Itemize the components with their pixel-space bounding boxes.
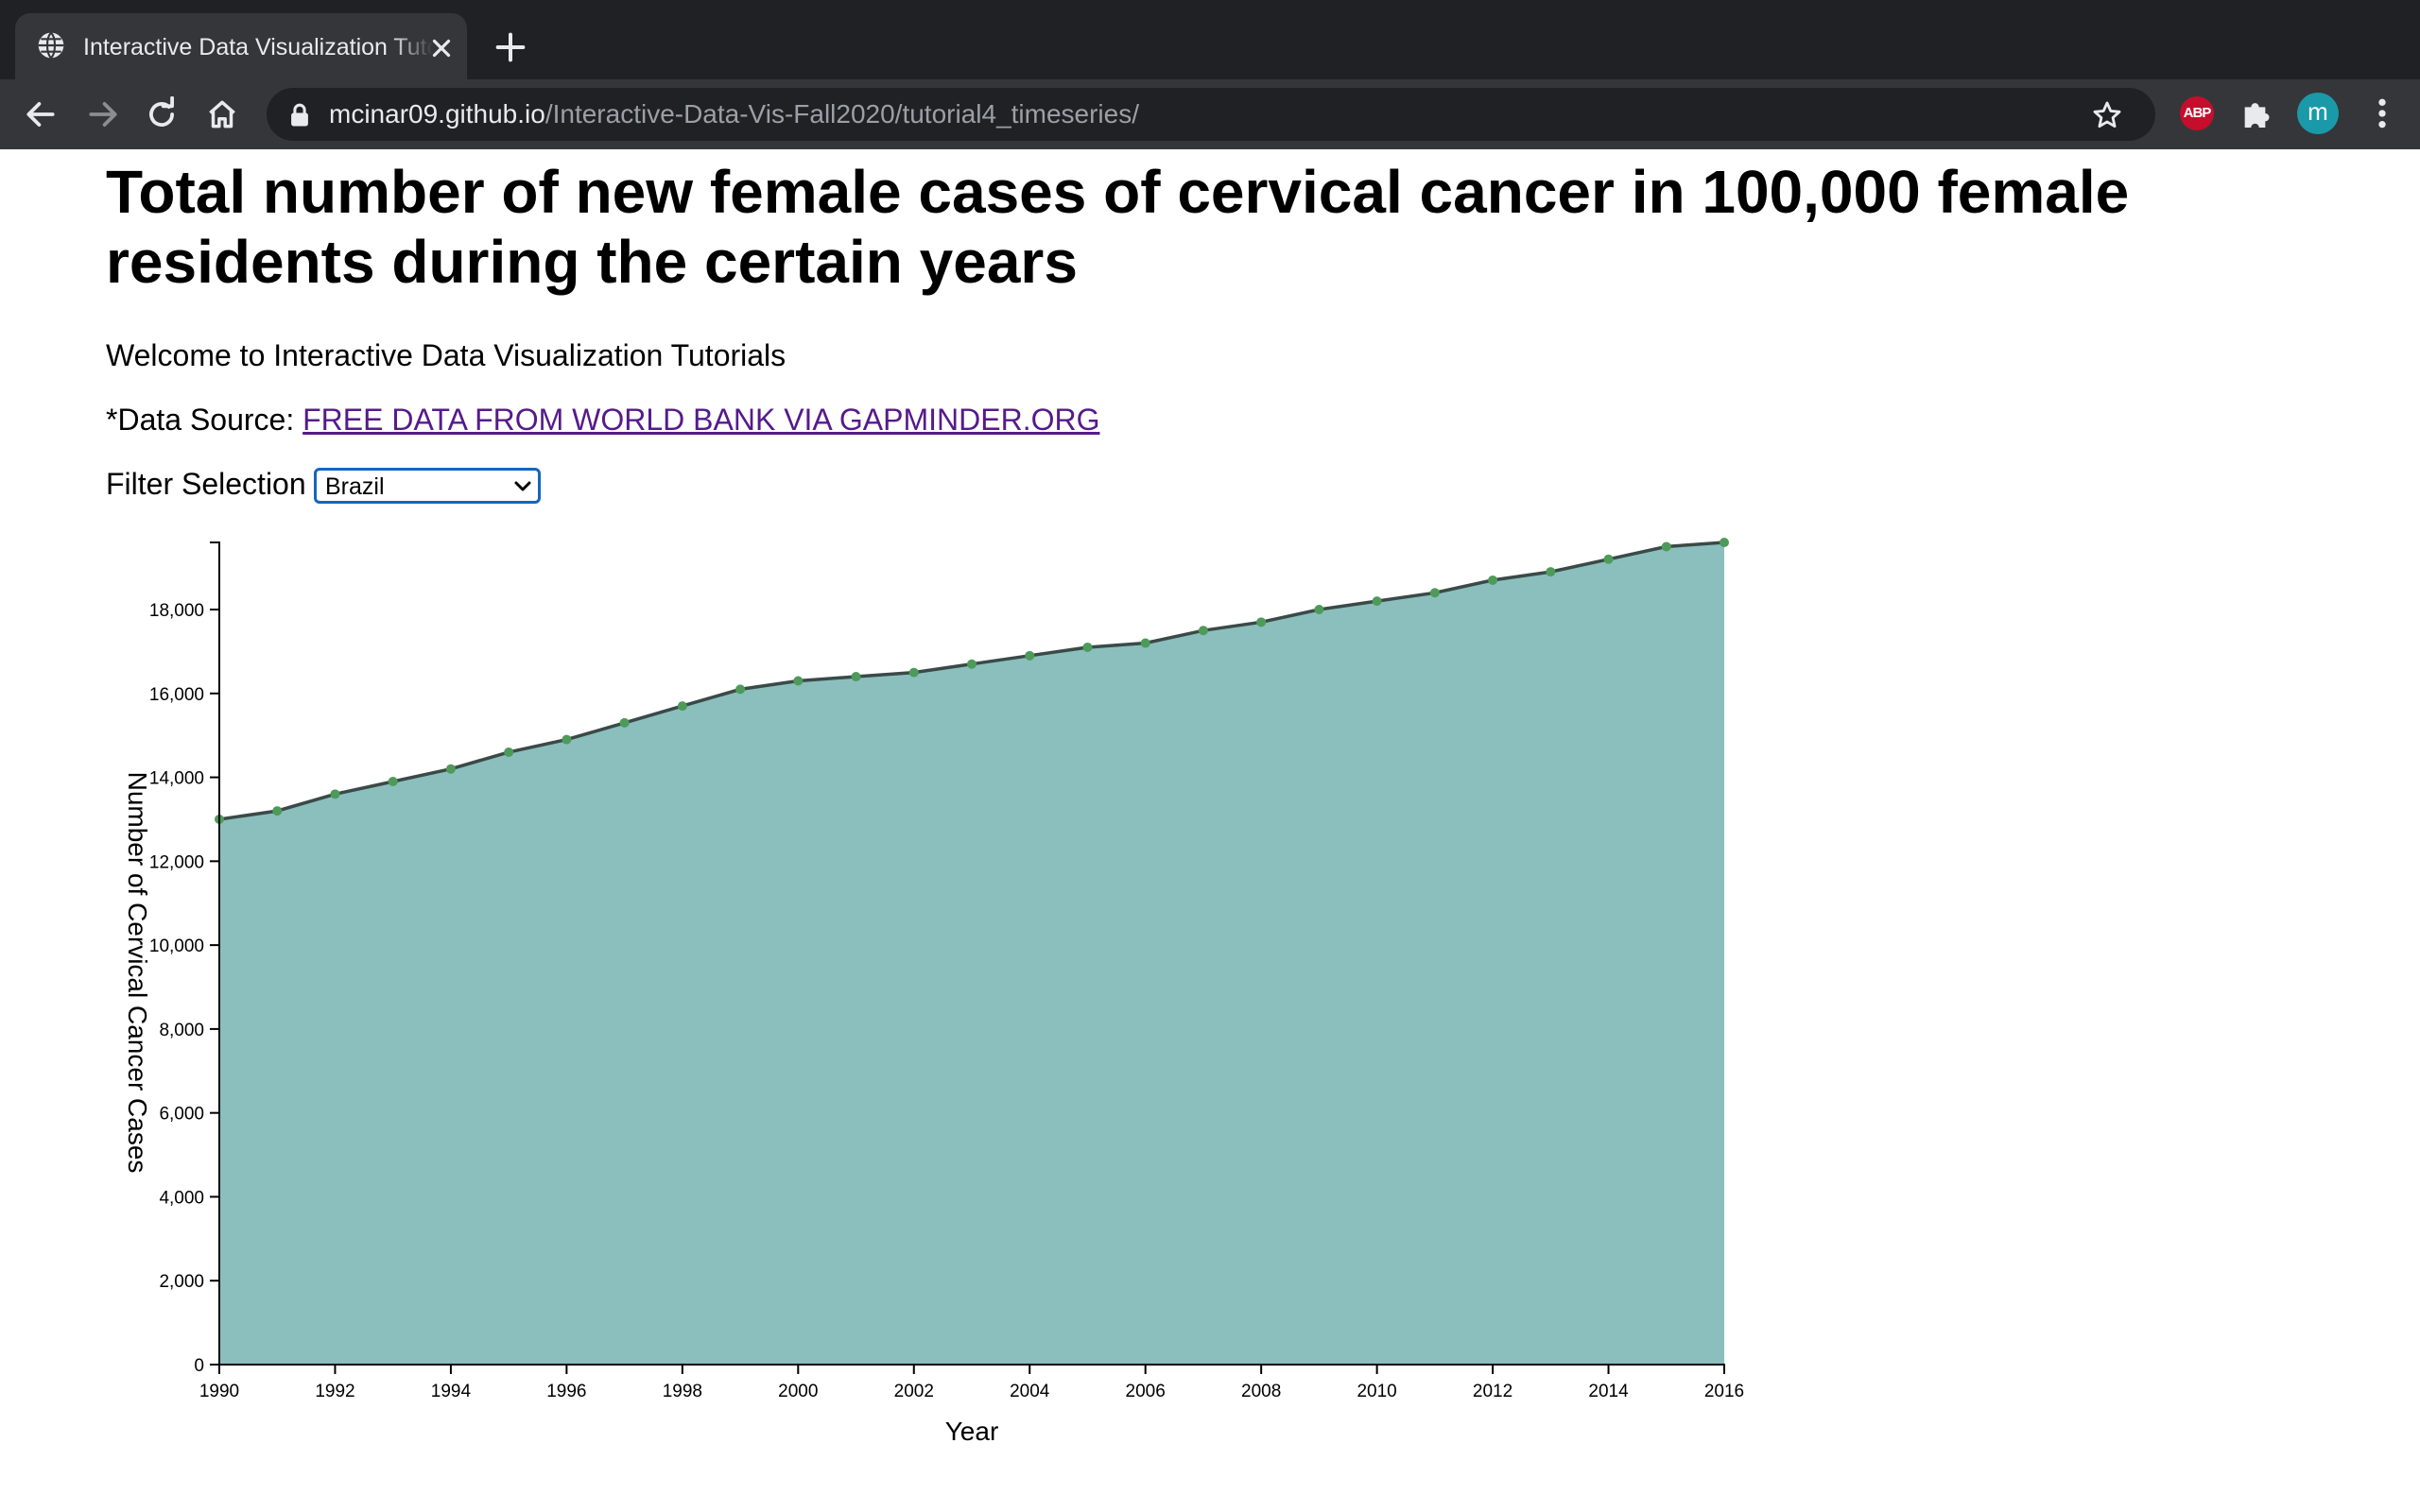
more-vert-icon[interactable] [2363, 94, 2401, 132]
globe-icon [38, 31, 64, 60]
data-point [504, 747, 514, 757]
x-tick-label: 2004 [1010, 1382, 1050, 1401]
data-source-label: *Data Source: [106, 403, 303, 437]
forward-arrow-icon[interactable] [85, 96, 121, 132]
reload-icon[interactable] [144, 96, 180, 132]
data-point [908, 667, 919, 678]
x-tick-label: 2010 [1357, 1382, 1396, 1401]
country-select[interactable]: Brazil [314, 468, 541, 504]
y-tick-label: 10,000 [149, 936, 204, 956]
url-host: mcinar09.github.io [329, 99, 545, 129]
y-axis-line [210, 541, 220, 1366]
x-tick-label: 2012 [1473, 1382, 1512, 1401]
chevron-down-icon [514, 481, 531, 491]
data-point [1256, 617, 1267, 627]
welcome-text: Welcome to Interactive Data Visualizatio… [106, 338, 786, 372]
y-tick-label: 8,000 [159, 1021, 204, 1040]
data-point [967, 659, 977, 669]
x-tick-label: 1996 [546, 1382, 586, 1401]
data-point [1314, 605, 1324, 615]
address-bar[interactable]: mcinar09.github.io/Interactive-Data-Vis-… [267, 88, 2155, 141]
x-axis-title: Year [945, 1417, 999, 1446]
browser-tab-active[interactable]: Interactive Data Visualization Tutorials [15, 13, 467, 79]
x-tick-label: 2006 [1126, 1382, 1166, 1401]
lock-icon[interactable] [287, 102, 312, 129]
x-tick-label: 1998 [663, 1382, 702, 1401]
plus-icon[interactable] [492, 28, 529, 66]
adblock-extension-icon[interactable]: ABP [2180, 96, 2214, 130]
data-point [1372, 596, 1382, 607]
data-point [1603, 554, 1614, 564]
x-tick-label: 2014 [1588, 1382, 1629, 1401]
data-point [619, 717, 630, 728]
data-point [1720, 538, 1729, 547]
x-axis-line [218, 1364, 1725, 1374]
data-point [388, 777, 398, 787]
y-axis-title: Number of Cervical Cancer Cases [123, 772, 152, 1174]
y-tick-label: 6,000 [159, 1105, 204, 1125]
data-point [1429, 588, 1440, 598]
data-point [1661, 541, 1671, 552]
y-tick-label: 14,000 [149, 769, 204, 789]
close-icon[interactable] [427, 34, 456, 62]
data-point [793, 676, 804, 686]
x-tick-label: 2002 [894, 1382, 934, 1401]
area-fill [219, 542, 1724, 1365]
url-path: /Interactive-Data-Vis-Fall2020/tutorial4… [544, 99, 1140, 129]
y-tick-label: 16,000 [149, 685, 204, 705]
x-tick-label: 2000 [778, 1382, 818, 1401]
puzzle-icon[interactable] [2238, 94, 2276, 132]
country-select-value: Brazil [325, 473, 385, 500]
tab-title: Interactive Data Visualization Tutorials [83, 34, 433, 60]
data-point [1082, 642, 1093, 652]
x-axis: 1990 1992 1994 1996 1998 2000 2002 2004 2006 2008… [199, 1364, 1744, 1401]
home-icon[interactable] [204, 96, 240, 132]
y-tick-label: 4,000 [159, 1188, 204, 1208]
data-point [1025, 650, 1035, 661]
y-tick-label: 18,000 [149, 601, 204, 621]
y-tick-label: 0 [194, 1356, 204, 1376]
star-icon[interactable] [2091, 99, 2123, 131]
data-point [735, 684, 746, 695]
x-tick-label: 2016 [1704, 1382, 1744, 1401]
area-chart: 0 2,000 4,000 6,000 8,000 10,000 12,000 14,000 1… [123, 538, 1744, 1446]
points-layer [215, 538, 1729, 824]
data-point [1140, 638, 1150, 648]
filter-label: Filter Selection [106, 467, 306, 501]
x-tick-label: 1990 [199, 1382, 239, 1401]
url-text[interactable]: mcinar09.github.io/Interactive-Data-Vis-… [329, 88, 1139, 141]
data-point [1488, 575, 1498, 585]
x-tick-label: 1994 [431, 1382, 472, 1401]
data-source: *Data Source: FREE DATA FROM WORLD BANK … [106, 401, 1099, 438]
back-arrow-icon[interactable] [23, 96, 59, 132]
y-tick-label: 12,000 [149, 852, 204, 872]
data-point [445, 764, 456, 774]
x-tick-label: 2008 [1241, 1382, 1281, 1401]
data-point [851, 672, 861, 682]
browser-toolbar: mcinar09.github.io/Interactive-Data-Vis-… [0, 79, 2420, 149]
profile-avatar[interactable]: m [2297, 93, 2339, 134]
tab-strip: Interactive Data Visualization Tutorials [0, 0, 2420, 79]
area-layer [219, 542, 1724, 1365]
data-point [562, 734, 572, 745]
data-point [1198, 626, 1208, 636]
data-point [330, 789, 340, 799]
x-tick-label: 1992 [315, 1382, 354, 1401]
y-axis: 0 2,000 4,000 6,000 8,000 10,000 12,000 14,000 1… [149, 541, 220, 1376]
page-title: Total number of new female cases of cerv… [106, 158, 2130, 296]
data-source-link[interactable]: FREE DATA FROM WORLD BANK VIA GAPMINDER.… [302, 403, 1100, 437]
data-point [272, 806, 283, 816]
data-point [1546, 567, 1556, 577]
data-point [677, 701, 687, 712]
y-tick-label: 2,000 [159, 1272, 204, 1292]
